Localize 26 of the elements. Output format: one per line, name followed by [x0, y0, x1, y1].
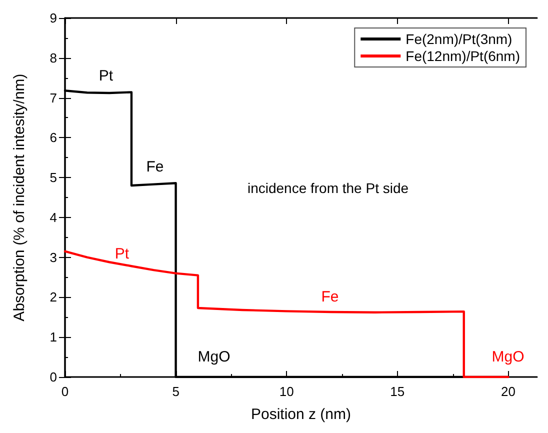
x-tick-label: 5 — [172, 384, 180, 399]
x-tick-label: 15 — [390, 384, 405, 399]
x-tick-label: 10 — [279, 384, 294, 399]
y-tick-label: 1 — [50, 330, 57, 345]
y-tick-label: 4 — [50, 210, 57, 225]
x-axis-title: Position z (nm) — [250, 406, 352, 423]
annotation: MgO — [198, 348, 230, 366]
y-tick-label: 5 — [50, 170, 57, 186]
annotation: Pt — [114, 246, 130, 262]
annotation: Fe — [321, 288, 339, 306]
annotation: Pt — [98, 68, 114, 84]
y-axis-title: Absorption (% of incident intesity/nm) — [11, 74, 28, 322]
annotation: incidence from the Pt side — [247, 180, 409, 196]
y-tick-label: 2 — [50, 290, 57, 305]
annotation: MgO — [492, 348, 524, 366]
y-tick-label: 7 — [50, 90, 57, 106]
annotation: Fe — [146, 158, 164, 176]
y-tick-label: 0 — [50, 370, 57, 384]
y-tick-label: 6 — [50, 130, 57, 146]
y-tick-label: 9 — [50, 10, 57, 26]
y-tick-label: 8 — [50, 50, 57, 66]
legend-label: Fe(2nm)/Pt(3nm) — [406, 31, 512, 47]
legend-label: Fe(12nm)/Pt(6nm) — [406, 48, 520, 64]
y-tick-label: 3 — [50, 250, 57, 265]
x-tick-label: 0 — [61, 384, 69, 399]
x-tick-label: 20 — [500, 384, 516, 399]
